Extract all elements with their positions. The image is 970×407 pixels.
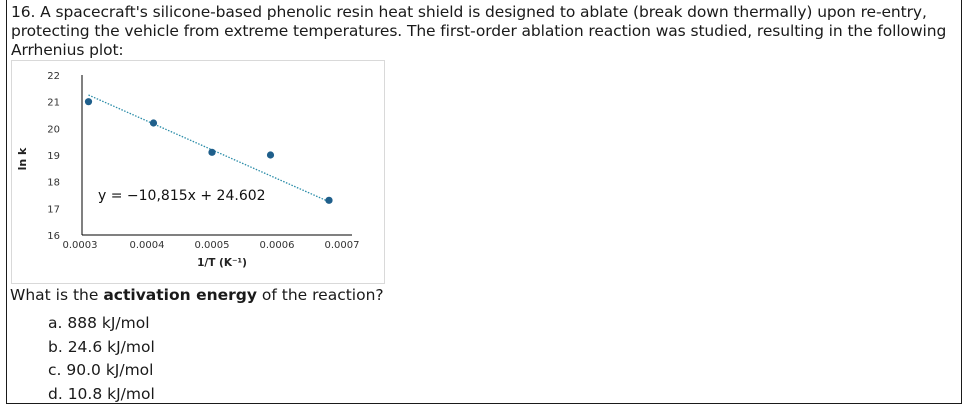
answer-options: a. 888 kJ/mol b. 24.6 kJ/mol c. 90.0 kJ/…: [48, 312, 155, 406]
y-tick-label: 19: [47, 151, 60, 162]
x-axis-label: 1/T (K⁻¹): [197, 257, 247, 269]
y-axis-label: ln k: [16, 147, 29, 170]
arrhenius-chart: 16 17 18 19 20 21 22 0.0003 0.0004 0.0005 0.0006 0.…: [11, 60, 385, 284]
option-c[interactable]: c. 90.0 kJ/mol: [48, 361, 154, 379]
data-point: [266, 151, 275, 159]
trendline-equation: y = −10,815x + 24.602: [98, 188, 266, 204]
y-tick-label: 22: [47, 71, 60, 82]
data-point: [149, 119, 158, 127]
option-d[interactable]: d. 10.8 kJ/mol: [48, 384, 155, 403]
y-tick-label: 21: [47, 98, 60, 109]
prompt-before: What is the: [10, 286, 104, 304]
prompt-bold: activation energy: [103, 286, 257, 304]
y-tick-label: 18: [47, 178, 60, 189]
data-point: [325, 196, 333, 204]
x-tick-label: 0.0005: [195, 240, 230, 251]
option-a[interactable]: a. 888 kJ/mol: [48, 314, 150, 332]
question-prompt: What is the activation energy of the rea…: [10, 286, 384, 304]
option-b[interactable]: b. 24.6 kJ/mol: [48, 337, 155, 356]
trendline: [88, 94, 330, 203]
prompt-after: of the reaction?: [256, 286, 384, 304]
x-tick-label: 0.0003: [63, 240, 98, 251]
chart-svg: 16 17 18 19 20 21 22 0.0003 0.0004 0.0005 0.0006 0.…: [16, 71, 360, 269]
y-tick-label: 17: [47, 204, 60, 215]
data-point: [84, 98, 93, 106]
data-point: [208, 148, 216, 156]
y-tick-label: 20: [47, 124, 60, 135]
x-tick-label: 0.0006: [260, 240, 295, 251]
question-text: 16. A spacecraft's silicone-based phenol…: [11, 3, 947, 59]
x-tick-label: 0.0007: [325, 240, 360, 251]
x-tick-label: 0.0004: [130, 240, 165, 251]
y-tick-label: 16: [47, 231, 60, 242]
question-frame: [6, 0, 962, 404]
